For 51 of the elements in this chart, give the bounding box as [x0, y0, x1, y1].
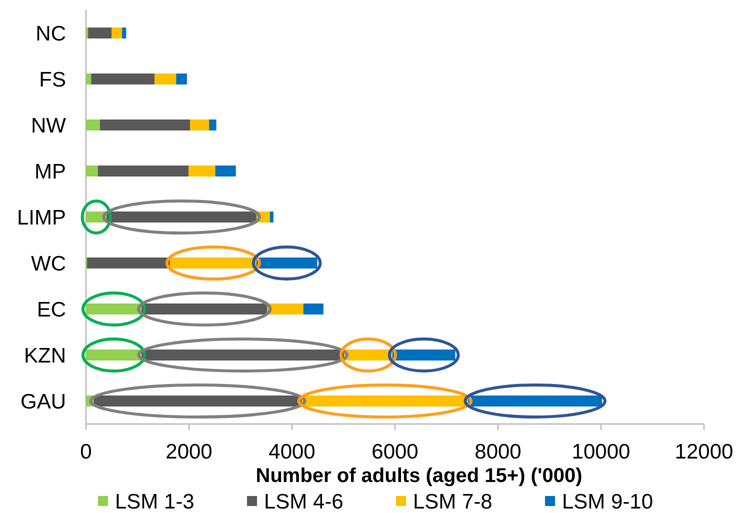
x-tick-label: 0: [80, 440, 92, 464]
bar: [86, 304, 142, 314]
y-tick-label: NW: [31, 114, 66, 138]
y-tick-label: KZN: [24, 344, 66, 368]
y-tick-label: WC: [31, 252, 66, 276]
y-tick-label: LIMP: [16, 206, 66, 230]
x-tick-label: 10000: [572, 440, 630, 464]
bar: [303, 304, 324, 314]
bar: [106, 212, 256, 222]
bar: [154, 74, 176, 84]
bar: [256, 258, 318, 268]
bar: [112, 28, 122, 38]
bar: [270, 212, 274, 222]
bar: [468, 396, 602, 406]
bar: [87, 258, 170, 268]
bar: [86, 350, 142, 360]
y-tick-label: EC: [36, 298, 66, 322]
bar: [91, 74, 154, 84]
bar: [98, 166, 188, 176]
bar: [176, 74, 187, 84]
bar: [215, 166, 236, 176]
legend-label: LSM 9-10: [562, 490, 654, 513]
bar: [88, 28, 112, 38]
x-axis-title: Number of adults (aged 15+) ('000): [256, 465, 582, 487]
x-tick-label: 4000: [268, 440, 316, 464]
bar: [100, 120, 190, 130]
bar: [267, 304, 304, 314]
bar: [86, 120, 100, 130]
x-tick-label: 6000: [372, 440, 418, 464]
bar: [122, 28, 126, 38]
y-tick-label: GAU: [20, 390, 66, 414]
x-tick-label: 2000: [166, 440, 212, 464]
bar: [392, 350, 456, 360]
bar: [94, 396, 302, 406]
bar: [86, 166, 98, 176]
legend-label: LSM 4-6: [264, 490, 344, 513]
bar: [209, 120, 216, 130]
x-tick-label: 12000: [674, 440, 734, 464]
y-tick-label: FS: [39, 68, 66, 92]
bar: [302, 396, 468, 406]
legend-label: LSM 7-8: [413, 490, 492, 513]
legend-label: LSM 1-3: [115, 490, 194, 513]
bar: [170, 258, 256, 268]
bar: [142, 350, 344, 360]
bar: [188, 166, 216, 176]
x-tick-label: 8000: [474, 440, 522, 464]
y-tick-label: NC: [36, 22, 66, 46]
bar: [86, 74, 92, 84]
bar: [142, 304, 268, 314]
bar: [190, 120, 210, 130]
y-tick-label: MP: [34, 160, 66, 184]
